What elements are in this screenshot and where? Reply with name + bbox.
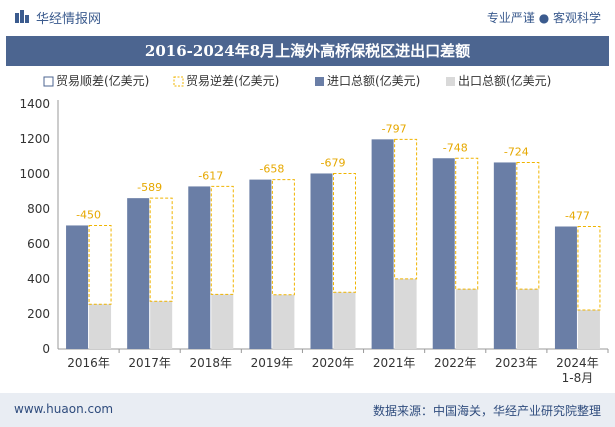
bar-import-1 <box>127 198 150 349</box>
brand: 华经情报网 <box>14 8 102 27</box>
bar-export-4 <box>333 292 356 349</box>
x-tick-label-5: 2021年 <box>373 356 416 370</box>
y-tick-label-4: 800 <box>27 202 50 216</box>
chart: 贸易顺差(亿美元) 贸易逆差(亿美元) 进口总额(亿美元) 出口总额(亿美元) 0 20… <box>19 73 609 385</box>
footer: www.huaon.com 数据来源：中国海关，华经产业研究院整理 <box>0 393 615 427</box>
brand-logo-icon <box>15 10 29 23</box>
y-tick-label-1: 200 <box>27 307 50 321</box>
bar-import-0 <box>66 225 89 349</box>
bar-deficit-3 <box>271 179 295 296</box>
deficit-label-1: -589 <box>137 181 162 194</box>
legend-label-3: 出口总额(亿美元) <box>458 73 551 88</box>
bar-export-8 <box>577 309 600 349</box>
legend-swatch-3 <box>446 77 455 86</box>
bar-deficit-4 <box>333 172 356 293</box>
deficit-label-0: -450 <box>76 208 101 221</box>
y-tick-label-6: 1200 <box>19 132 50 146</box>
footer-source: 数据来源：中国海关，华经产业研究院整理 <box>372 404 601 418</box>
legend-label-2: 进口总额(亿美元) <box>327 73 420 88</box>
bar-import-8 <box>554 226 577 349</box>
bar-import-6 <box>432 158 455 349</box>
x-tick-label-7: 2023年 <box>495 356 538 370</box>
bar-export-5 <box>394 278 417 349</box>
x-tick-label-2: 2018年 <box>190 356 233 370</box>
x-tick-label-0: 2016年 <box>67 356 110 370</box>
x-tick-label-6: 2022年 <box>434 356 477 370</box>
legend-swatch-1 <box>173 76 184 87</box>
bar-deficit-7 <box>516 161 540 290</box>
y-tick-label-0: 0 <box>42 342 50 356</box>
deficit-label-6: -748 <box>443 141 468 154</box>
y-tick-label-3: 600 <box>27 237 50 251</box>
footer-site: www.huaon.com <box>14 402 114 416</box>
bar-deficit-2 <box>210 185 234 295</box>
brand-name: 华经情报网 <box>36 11 102 27</box>
bar-deficit-5 <box>394 138 418 280</box>
bar-export-1 <box>150 301 173 349</box>
bar-import-2 <box>188 186 211 349</box>
y-tick-label-7: 1400 <box>19 97 50 111</box>
bar-deficit-1 <box>149 197 173 302</box>
deficit-label-8: -477 <box>565 210 590 223</box>
bar-import-4 <box>310 173 333 349</box>
bar-export-3 <box>272 294 295 349</box>
bar-import-7 <box>493 162 516 349</box>
legend: 贸易顺差(亿美元) 贸易逆差(亿美元) 进口总额(亿美元) 出口总额(亿美元) <box>43 73 551 88</box>
tagline: 专业严谨 ● 客观科学 <box>486 11 601 25</box>
bar-export-2 <box>211 294 234 349</box>
bar-import-5 <box>371 139 394 349</box>
legend-swatch-2 <box>315 77 324 86</box>
deficit-label-5: -797 <box>382 122 407 135</box>
legend-label-0: 贸易顺差(亿美元) <box>56 73 149 88</box>
bar-deficit-0 <box>88 224 112 305</box>
legend-swatch-0 <box>43 76 54 87</box>
legend-label-1: 贸易逆差(亿美元) <box>186 73 279 88</box>
deficit-label-2: -617 <box>198 169 223 182</box>
y-tick-label-5: 1000 <box>19 167 50 181</box>
x-tick-label-8: 2024年 <box>556 356 599 370</box>
deficit-label-4: -679 <box>321 156 346 169</box>
chart-title: 2016-2024年8月上海外高桥保税区进出口差额 <box>6 36 609 66</box>
top-bar: 华经情报网 专业严谨 ● 客观科学 <box>0 0 615 34</box>
bar-export-0 <box>89 304 112 349</box>
plot-area: 0 200 400 600 800 1000 1200 1400 -450 2016年 -589 20… <box>19 97 609 385</box>
bar-export-6 <box>455 289 478 349</box>
bar-deficit-6 <box>455 157 479 290</box>
deficit-label-3: -658 <box>259 163 284 176</box>
x-tick-label-3: 2019年 <box>251 356 294 370</box>
deficit-label-7: -724 <box>504 145 529 158</box>
bar-deficit-8 <box>577 226 601 311</box>
bar-export-7 <box>516 289 539 349</box>
x-tick-label-1: 2017年 <box>128 356 171 370</box>
y-tick-label-2: 400 <box>27 272 50 286</box>
bar-import-3 <box>249 179 272 349</box>
x-tick-label-4: 2020年 <box>312 356 355 370</box>
x-tick-label-8-line2: 1-8月 <box>562 371 594 385</box>
